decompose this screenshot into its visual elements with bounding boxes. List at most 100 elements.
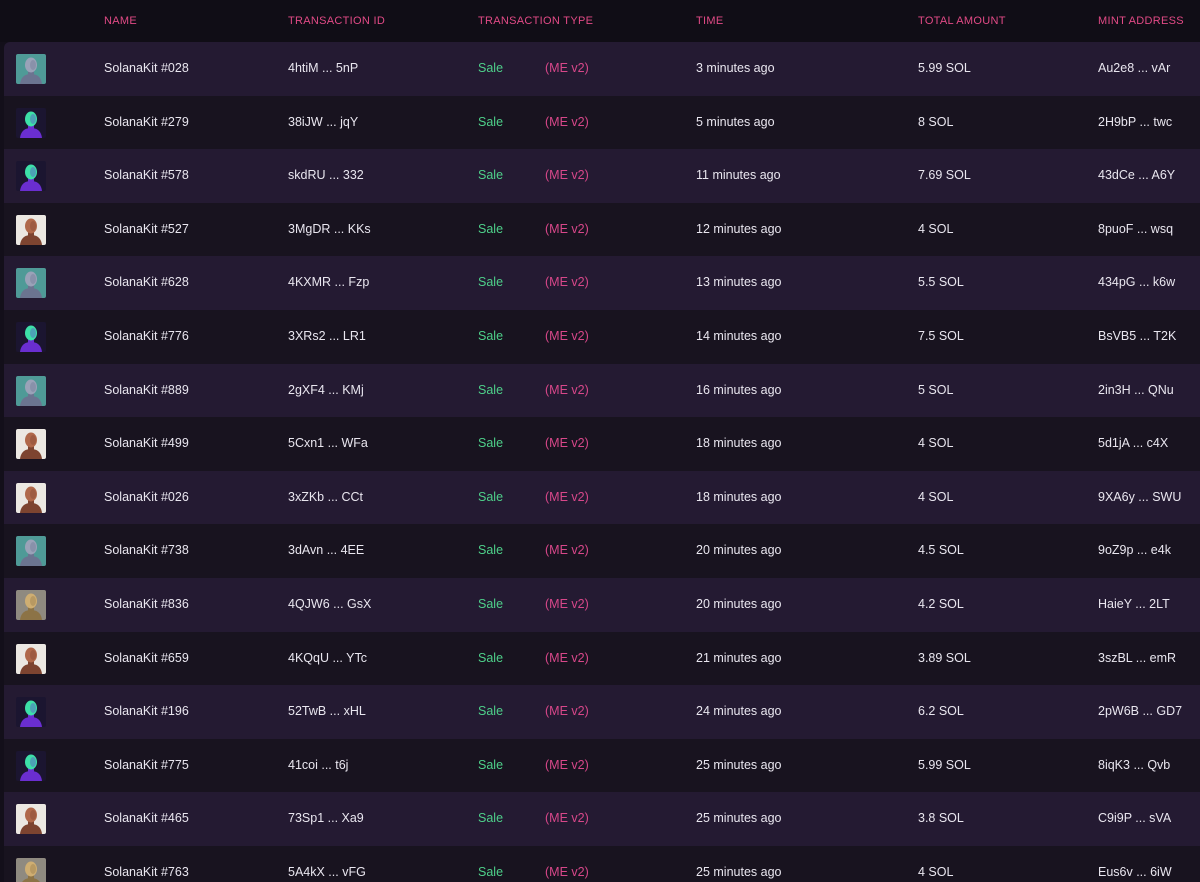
transaction-type: Sale <box>478 382 504 397</box>
mint-address-link[interactable]: 3szBL ... emR <box>1098 650 1177 665</box>
table-row[interactable]: SolanaKit #836 4QJW6 ... GsX Sale (ME v2) 20… <box>4 577 1200 632</box>
marketplace-label: (ME v2) <box>545 757 589 772</box>
nft-name[interactable]: SolanaKit #578 <box>104 168 189 183</box>
nft-avatar-icon[interactable] <box>16 750 46 781</box>
header-name[interactable]: NAME <box>104 15 137 27</box>
nft-name[interactable]: SolanaKit #279 <box>104 114 189 129</box>
mint-address-link[interactable]: 9oZ9p ... e4k <box>1098 543 1171 558</box>
mint-address-link[interactable]: BsVB5 ... T2K <box>1098 328 1177 343</box>
table-row[interactable]: SolanaKit #659 4KQqU ... YTc Sale (ME v2) 21… <box>4 631 1200 686</box>
nft-name[interactable]: SolanaKit #763 <box>104 864 189 879</box>
mint-address-link[interactable]: 5d1jA ... c4X <box>1098 436 1169 451</box>
marketplace-label: (ME v2) <box>545 596 589 611</box>
transaction-id-link[interactable]: 5Cxn1 ... WFa <box>288 436 368 451</box>
table-row[interactable]: SolanaKit #738 3dAvn ... 4EE Sale (ME v2) 20… <box>4 524 1200 578</box>
total-amount: 4 SOL <box>918 436 954 451</box>
transaction-id-link[interactable]: 2gXF4 ... KMj <box>288 382 364 397</box>
table-row[interactable]: SolanaKit #465 73Sp1 ... Xa9 Sale (ME v2) 25… <box>4 792 1200 846</box>
mint-address-link[interactable]: C9i9P ... sVA <box>1098 811 1172 826</box>
nft-avatar-icon[interactable] <box>16 536 46 567</box>
mint-address-link[interactable]: 434pG ... k6w <box>1098 275 1176 290</box>
nft-name[interactable]: SolanaKit #465 <box>104 811 189 826</box>
table-row[interactable]: SolanaKit #527 3MgDR ... KKs Sale (ME v2) 12… <box>4 202 1200 257</box>
transaction-id-link[interactable]: 41coi ... t6j <box>288 757 349 772</box>
transaction-id-link[interactable]: 52TwB ... xHL <box>288 704 366 719</box>
nft-name[interactable]: SolanaKit #775 <box>104 757 189 772</box>
nft-name[interactable]: SolanaKit #836 <box>104 596 189 611</box>
marketplace-label: (ME v2) <box>545 61 589 75</box>
nft-avatar-icon[interactable] <box>16 429 46 460</box>
transaction-id-link[interactable]: 73Sp1 ... Xa9 <box>288 811 364 826</box>
marketplace-label: (ME v2) <box>545 275 589 290</box>
table-row[interactable]: SolanaKit #196 52TwB ... xHL Sale (ME v2) 24… <box>4 685 1200 739</box>
header-transaction-type[interactable]: TRANSACTION TYPE <box>478 15 594 27</box>
nft-name[interactable]: SolanaKit #659 <box>104 650 189 665</box>
table-row[interactable]: SolanaKit #776 3XRs2 ... LR1 Sale (ME v2) 14… <box>4 309 1200 364</box>
table-row[interactable]: SolanaKit #028 4htiM ... 5nP Sale (ME v2) 3 … <box>4 42 1200 96</box>
nft-avatar-icon[interactable] <box>16 375 46 406</box>
total-amount: 5.99 SOL <box>918 757 971 772</box>
nft-avatar-icon[interactable] <box>16 804 46 835</box>
nft-name[interactable]: SolanaKit #776 <box>104 328 189 343</box>
nft-avatar-icon[interactable] <box>16 54 46 84</box>
nft-avatar-icon[interactable] <box>16 161 46 192</box>
transaction-time: 11 minutes ago <box>696 168 781 183</box>
nft-name[interactable]: SolanaKit #028 <box>104 61 189 75</box>
mint-address-link[interactable]: 2in3H ... QNu <box>1098 382 1174 397</box>
nft-name[interactable]: SolanaKit #196 <box>104 704 189 719</box>
transaction-type: Sale <box>478 61 504 75</box>
mint-address-link[interactable]: Eus6v ... 6iW <box>1098 864 1172 879</box>
mint-address-link[interactable]: HaieY ... 2LT <box>1098 596 1170 611</box>
transaction-id-link[interactable]: 4KXMR ... Fzp <box>288 275 370 290</box>
total-amount: 5.5 SOL <box>918 275 964 290</box>
mint-address-link[interactable]: 8iqK3 ... Qvb <box>1098 757 1171 772</box>
table-row[interactable]: SolanaKit #775 41coi ... t6j Sale (ME v2) 25… <box>4 738 1200 793</box>
mint-address-link[interactable]: 8puoF ... wsq <box>1098 221 1174 236</box>
nft-name[interactable]: SolanaKit #738 <box>104 543 189 558</box>
total-amount: 8 SOL <box>918 114 954 129</box>
header-mint-address[interactable]: MINT ADDRESS <box>1098 15 1184 27</box>
table-row[interactable]: SolanaKit #628 4KXMR ... Fzp Sale (ME v2) 13… <box>4 256 1200 310</box>
transaction-id-link[interactable]: 3MgDR ... KKs <box>288 221 371 236</box>
transaction-id-link[interactable]: 3xZKb ... CCt <box>288 489 364 504</box>
nft-avatar-icon[interactable] <box>16 107 46 138</box>
nft-name[interactable]: SolanaKit #889 <box>104 382 189 397</box>
mint-address-link[interactable]: Au2e8 ... vAr <box>1098 61 1171 75</box>
transaction-id-link[interactable]: 3XRs2 ... LR1 <box>288 328 366 343</box>
nft-name[interactable]: SolanaKit #026 <box>104 489 189 504</box>
nft-name[interactable]: SolanaKit #499 <box>104 436 189 451</box>
nft-name[interactable]: SolanaKit #628 <box>104 275 189 290</box>
header-total-amount[interactable]: TOTAL AMOUNT <box>918 15 1006 27</box>
table-row[interactable]: SolanaKit #763 5A4kX ... vFG Sale (ME v2) 25… <box>4 845 1200 882</box>
nft-avatar-icon[interactable] <box>16 214 46 245</box>
transaction-id-link[interactable]: 38iJW ... jqY <box>288 114 359 129</box>
nft-name[interactable]: SolanaKit #527 <box>104 221 189 236</box>
table-row[interactable]: SolanaKit #578 skdRU ... 332 Sale (ME v2) 11… <box>4 149 1200 203</box>
nft-avatar-icon[interactable] <box>16 482 46 513</box>
transaction-id-link[interactable]: 4htiM ... 5nP <box>288 61 359 75</box>
transaction-id-link[interactable]: 5A4kX ... vFG <box>288 864 366 879</box>
nft-avatar-icon[interactable] <box>16 268 46 299</box>
transaction-id-link[interactable]: skdRU ... 332 <box>288 168 364 183</box>
nft-avatar-icon[interactable] <box>16 643 46 674</box>
table-row[interactable]: SolanaKit #279 38iJW ... jqY Sale (ME v2) 5 … <box>4 95 1200 150</box>
transaction-id-link[interactable]: 4KQqU ... YTc <box>288 650 367 665</box>
header-transaction-id[interactable]: TRANSACTION ID <box>288 15 386 27</box>
mint-address-link[interactable]: 2H9bP ... twc <box>1098 114 1173 129</box>
mint-address-link[interactable]: 43dCe ... A6Y <box>1098 168 1176 183</box>
transaction-id-link[interactable]: 4QJW6 ... GsX <box>288 596 372 611</box>
nft-avatar-icon[interactable] <box>16 321 46 352</box>
mint-address-link[interactable]: 9XA6y ... SWU <box>1098 489 1182 504</box>
header-time[interactable]: TIME <box>696 15 724 27</box>
nft-avatar-icon[interactable] <box>16 589 46 620</box>
nft-avatar-icon[interactable] <box>16 857 46 882</box>
total-amount: 5 SOL <box>918 382 954 397</box>
transaction-id-link[interactable]: 3dAvn ... 4EE <box>288 543 365 558</box>
table-row[interactable]: SolanaKit #889 2gXF4 ... KMj Sale (ME v2) 16… <box>4 363 1200 418</box>
table-row[interactable]: SolanaKit #026 3xZKb ... CCt Sale (ME v2) 18… <box>4 470 1200 525</box>
transaction-type: Sale <box>478 114 504 129</box>
nft-avatar-icon[interactable] <box>16 697 46 728</box>
table-row[interactable]: SolanaKit #499 5Cxn1 ... WFa Sale (ME v2) 18… <box>4 417 1200 471</box>
transaction-time: 20 minutes ago <box>696 543 782 558</box>
mint-address-link[interactable]: 2pW6B ... GD7 <box>1098 704 1183 719</box>
